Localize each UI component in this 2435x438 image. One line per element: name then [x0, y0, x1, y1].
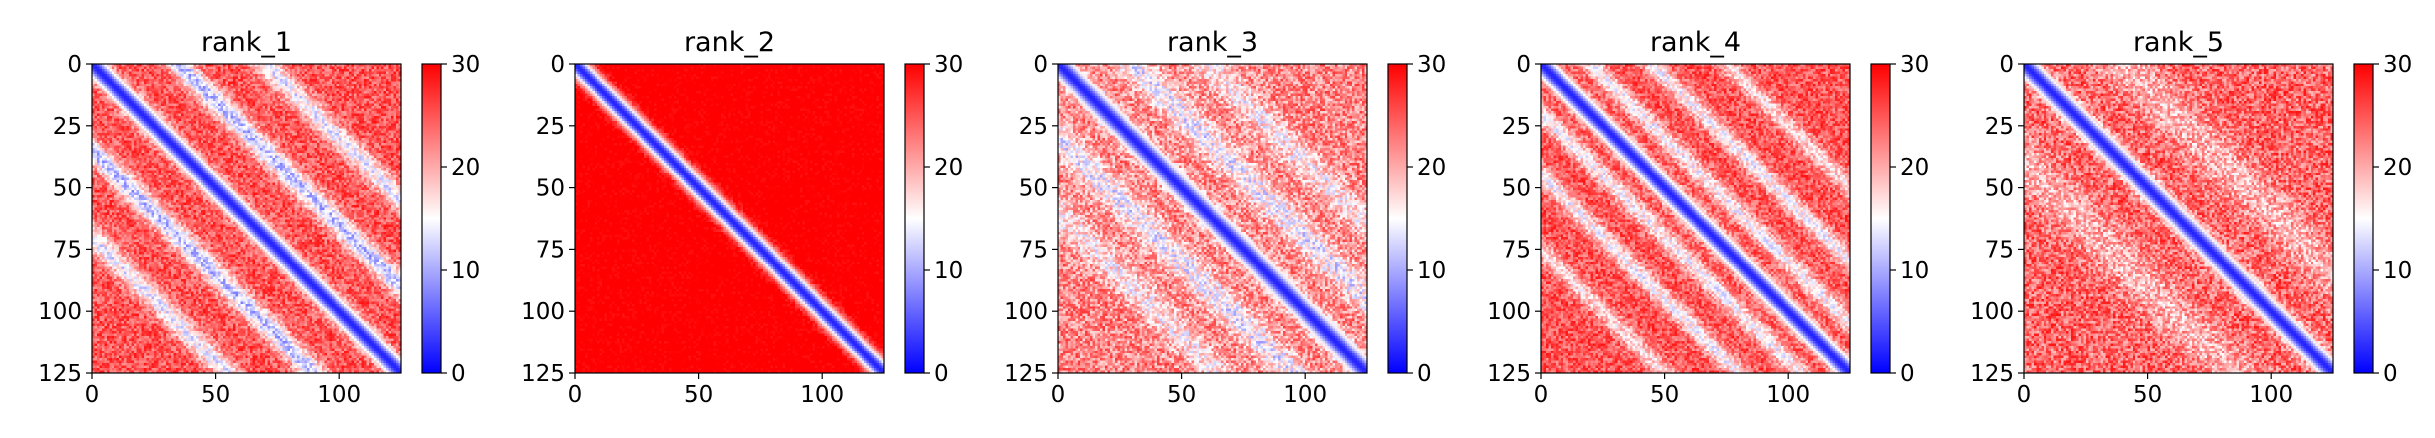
y-tick-label: 75 — [536, 237, 565, 263]
y-tick-label: 100 — [521, 299, 565, 325]
y-tick-label: 0 — [1516, 52, 1531, 78]
x-tick-label: 0 — [2017, 382, 2032, 408]
y-tick-label: 25 — [1502, 114, 1531, 140]
colorbar — [904, 63, 925, 374]
x-tick-label: 0 — [1051, 382, 1066, 408]
y-tick-label: 0 — [1999, 52, 2014, 78]
colorbar-tick-label: 0 — [2383, 361, 2398, 387]
y-tick-label: 0 — [67, 52, 82, 78]
colorbar-tick-label: 20 — [1417, 155, 1446, 181]
colorbar-tick-label: 0 — [1417, 361, 1432, 387]
y-tick-label: 125 — [38, 361, 82, 387]
colorbar-tick-label: 10 — [934, 258, 963, 284]
x-tick-label: 0 — [568, 382, 583, 408]
x-tick-label: 50 — [201, 382, 230, 408]
x-tick-label: 100 — [1283, 382, 1327, 408]
plot-frame — [1540, 63, 1851, 374]
y-tick-label: 50 — [1019, 176, 1048, 202]
colorbar — [2353, 63, 2374, 374]
plot-frame — [574, 63, 885, 374]
y-tick-label: 75 — [53, 237, 82, 263]
heatmap-image — [575, 64, 884, 373]
y-tick-label: 100 — [1970, 299, 2014, 325]
x-tick-label: 50 — [2133, 382, 2162, 408]
colorbar-tick-label: 0 — [1900, 361, 1915, 387]
y-tick-label: 25 — [53, 114, 82, 140]
y-tick-label: 50 — [53, 176, 82, 202]
y-tick-label: 0 — [550, 52, 565, 78]
colorbar — [1387, 63, 1408, 374]
x-tick-label: 0 — [85, 382, 100, 408]
heatmap-image — [1541, 64, 1850, 373]
y-tick-label: 50 — [1985, 176, 2014, 202]
colorbar — [1870, 63, 1891, 374]
heatmap-image — [92, 64, 401, 373]
heatmap-image — [1058, 64, 1367, 373]
y-tick-label: 100 — [1487, 299, 1531, 325]
colorbar-tick-label: 10 — [451, 258, 480, 284]
y-tick-label: 125 — [521, 361, 565, 387]
colorbar-tick-label: 20 — [934, 155, 963, 181]
panel-title: rank_1 — [201, 27, 292, 58]
colorbar-tick-label: 0 — [934, 361, 949, 387]
colorbar-tick-label: 30 — [934, 52, 963, 78]
plot-frame — [91, 63, 402, 374]
y-tick-label: 25 — [1019, 114, 1048, 140]
x-tick-label: 0 — [1534, 382, 1549, 408]
y-tick-label: 50 — [1502, 176, 1531, 202]
y-tick-label: 0 — [1033, 52, 1048, 78]
x-tick-label: 100 — [1766, 382, 1810, 408]
y-tick-label: 75 — [1502, 237, 1531, 263]
x-tick-label: 100 — [800, 382, 844, 408]
colorbar-tick-label: 0 — [451, 361, 466, 387]
y-tick-label: 25 — [1985, 114, 2014, 140]
colorbar-tick-label: 30 — [2383, 52, 2412, 78]
y-tick-label: 25 — [536, 114, 565, 140]
x-tick-label: 100 — [317, 382, 361, 408]
plot-frame — [1057, 63, 1368, 374]
colorbar-tick-label: 10 — [2383, 258, 2412, 284]
y-tick-label: 75 — [1019, 237, 1048, 263]
y-tick-label: 75 — [1985, 237, 2014, 263]
colorbar-tick-label: 20 — [451, 155, 480, 181]
colorbar-tick-label: 30 — [451, 52, 480, 78]
y-tick-label: 100 — [1004, 299, 1048, 325]
panel-title: rank_5 — [2133, 27, 2224, 58]
x-tick-label: 50 — [684, 382, 713, 408]
y-tick-label: 125 — [1970, 361, 2014, 387]
colorbar-tick-label: 10 — [1417, 258, 1446, 284]
x-tick-label: 100 — [2249, 382, 2293, 408]
panel-title: rank_3 — [1167, 27, 1258, 58]
y-tick-label: 125 — [1487, 361, 1531, 387]
y-tick-label: 50 — [536, 176, 565, 202]
y-tick-label: 125 — [1004, 361, 1048, 387]
colorbar-tick-label: 30 — [1417, 52, 1446, 78]
panel-title: rank_2 — [684, 27, 775, 58]
panel-title: rank_4 — [1650, 27, 1741, 58]
colorbar — [421, 63, 442, 374]
plot-frame — [2023, 63, 2334, 374]
y-tick-label: 100 — [38, 299, 82, 325]
colorbar-tick-label: 20 — [2383, 155, 2412, 181]
colorbar-tick-label: 20 — [1900, 155, 1929, 181]
colorbar-tick-label: 10 — [1900, 258, 1929, 284]
x-tick-label: 50 — [1650, 382, 1679, 408]
colorbar-tick-label: 30 — [1900, 52, 1929, 78]
heatmap-image — [2024, 64, 2333, 373]
x-tick-label: 50 — [1167, 382, 1196, 408]
